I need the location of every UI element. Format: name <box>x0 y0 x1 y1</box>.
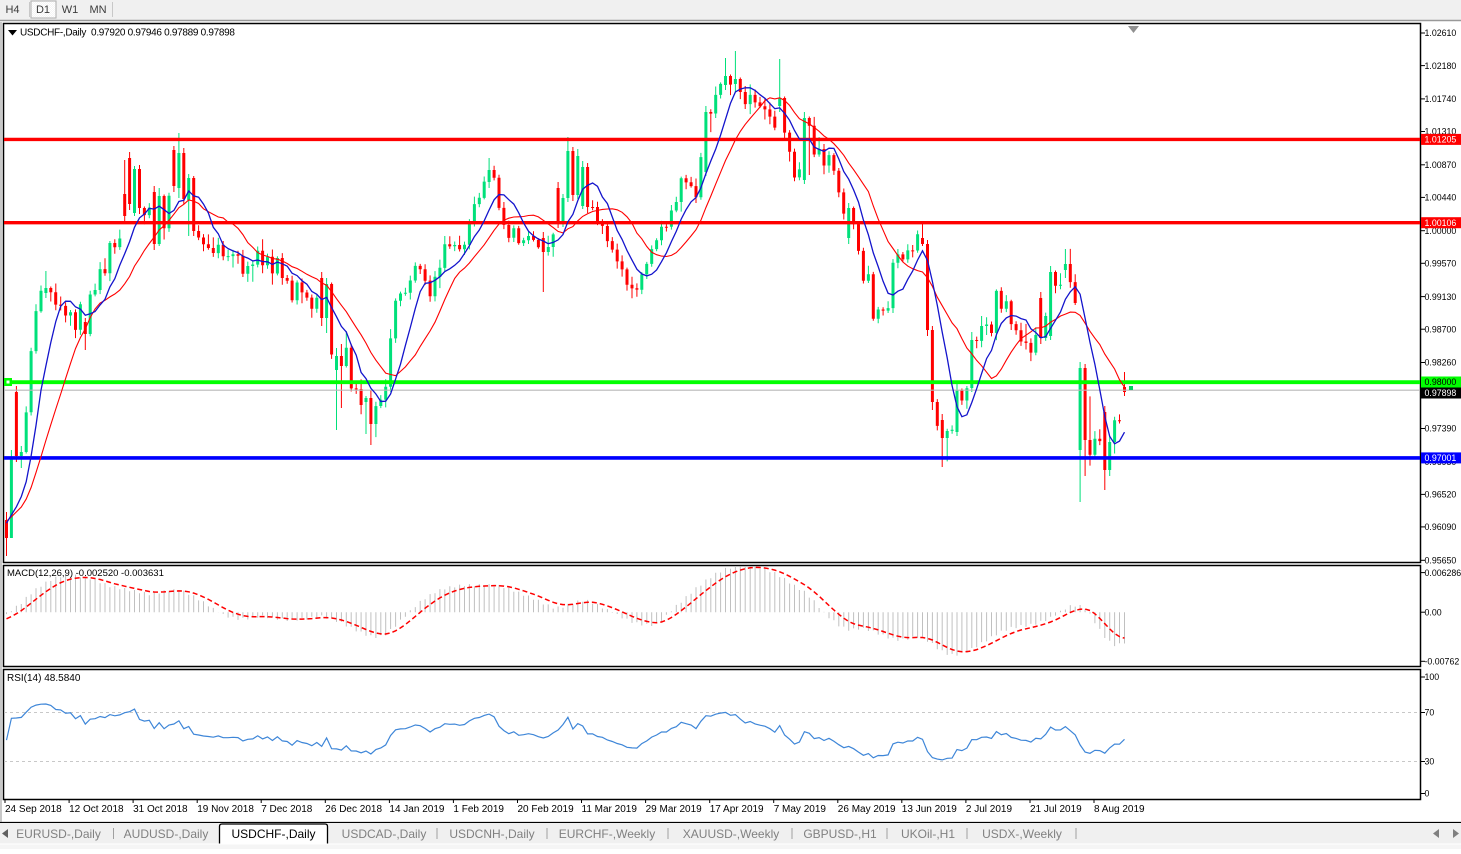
svg-text:D1: D1 <box>36 4 50 16</box>
svg-text:1.01740: 1.01740 <box>1425 94 1457 104</box>
svg-text:70: 70 <box>1425 708 1435 718</box>
svg-text:26 Dec 2018: 26 Dec 2018 <box>325 804 382 815</box>
svg-text:1.00870: 1.00870 <box>1425 160 1457 170</box>
svg-text:8 Aug 2019: 8 Aug 2019 <box>1094 804 1145 815</box>
svg-text:-0.00762: -0.00762 <box>1425 657 1460 667</box>
svg-text:0.97390: 0.97390 <box>1425 424 1457 434</box>
svg-text:30: 30 <box>1425 757 1435 767</box>
svg-text:0.98000: 0.98000 <box>1425 377 1457 387</box>
svg-text:2 Jul 2019: 2 Jul 2019 <box>966 804 1013 815</box>
svg-text:H4: H4 <box>5 4 19 16</box>
svg-text:0.98700: 0.98700 <box>1425 324 1457 334</box>
svg-text:12 Oct 2018: 12 Oct 2018 <box>69 804 124 815</box>
svg-text:13 Jun 2019: 13 Jun 2019 <box>902 804 957 815</box>
svg-text:0.98260: 0.98260 <box>1425 358 1457 368</box>
svg-text:0.95650: 0.95650 <box>1425 556 1457 566</box>
svg-text:0: 0 <box>1425 789 1430 799</box>
svg-text:RSI(14) 48.5840: RSI(14) 48.5840 <box>7 673 81 684</box>
svg-text:EURUSD-,Daily: EURUSD-,Daily <box>16 827 101 841</box>
svg-text:0.96520: 0.96520 <box>1425 490 1457 500</box>
svg-text:7 May 2019: 7 May 2019 <box>774 804 827 815</box>
svg-text:1.02180: 1.02180 <box>1425 61 1457 71</box>
svg-text:0.97001: 0.97001 <box>1425 453 1457 463</box>
svg-text:17 Apr 2019: 17 Apr 2019 <box>710 804 764 815</box>
svg-text:11 Mar 2019: 11 Mar 2019 <box>582 804 638 815</box>
svg-text:19 Nov 2018: 19 Nov 2018 <box>197 804 254 815</box>
svg-text:29 Mar 2019: 29 Mar 2019 <box>646 804 703 815</box>
svg-text:W1: W1 <box>62 4 79 16</box>
svg-text:AUDUSD-,Daily: AUDUSD-,Daily <box>124 827 209 841</box>
svg-text:1 Feb 2019: 1 Feb 2019 <box>453 804 504 815</box>
svg-text:USDCNH-,Daily: USDCNH-,Daily <box>449 827 534 841</box>
svg-text:26 May 2019: 26 May 2019 <box>838 804 896 815</box>
svg-text:24 Sep 2018: 24 Sep 2018 <box>5 804 62 815</box>
svg-text:31 Oct 2018: 31 Oct 2018 <box>133 804 188 815</box>
svg-text:0.00: 0.00 <box>1425 607 1442 617</box>
svg-text:USDCHF-,Daily 0.97920 0.97946: USDCHF-,Daily 0.97920 0.97946 0.97889 0.… <box>20 28 235 39</box>
svg-text:EURCHF-,Weekly: EURCHF-,Weekly <box>559 827 655 841</box>
svg-text:14 Jan 2019: 14 Jan 2019 <box>389 804 444 815</box>
svg-text:0.99130: 0.99130 <box>1425 292 1457 302</box>
svg-text:USDCAD-,Daily: USDCAD-,Daily <box>342 827 427 841</box>
svg-text:1.00106: 1.00106 <box>1425 218 1457 228</box>
svg-text:21 Jul 2019: 21 Jul 2019 <box>1030 804 1082 815</box>
svg-text:100: 100 <box>1425 672 1440 682</box>
svg-text:1.01205: 1.01205 <box>1425 135 1457 145</box>
svg-text:7 Dec 2018: 7 Dec 2018 <box>261 804 313 815</box>
svg-text:XAUUSD-,Weekly: XAUUSD-,Weekly <box>683 827 779 841</box>
svg-text:USDX-,Weekly: USDX-,Weekly <box>982 827 1062 841</box>
svg-text:1.00440: 1.00440 <box>1425 193 1457 203</box>
svg-text:0.006286: 0.006286 <box>1425 568 1461 578</box>
svg-text:20 Feb 2019: 20 Feb 2019 <box>518 804 575 815</box>
svg-text:MACD(12,26,9) -0.002520 -0.003: MACD(12,26,9) -0.002520 -0.003631 <box>7 568 164 579</box>
svg-text:UKOil-,H1: UKOil-,H1 <box>901 827 955 841</box>
svg-text:1.02610: 1.02610 <box>1425 28 1457 38</box>
svg-text:0.96090: 0.96090 <box>1425 522 1457 532</box>
svg-text:MN: MN <box>89 4 106 16</box>
svg-text:0.97898: 0.97898 <box>1425 388 1457 398</box>
svg-text:GBPUSD-,H1: GBPUSD-,H1 <box>803 827 877 841</box>
svg-text:USDCHF-,Daily: USDCHF-,Daily <box>232 827 316 841</box>
svg-text:0.99570: 0.99570 <box>1425 259 1457 269</box>
